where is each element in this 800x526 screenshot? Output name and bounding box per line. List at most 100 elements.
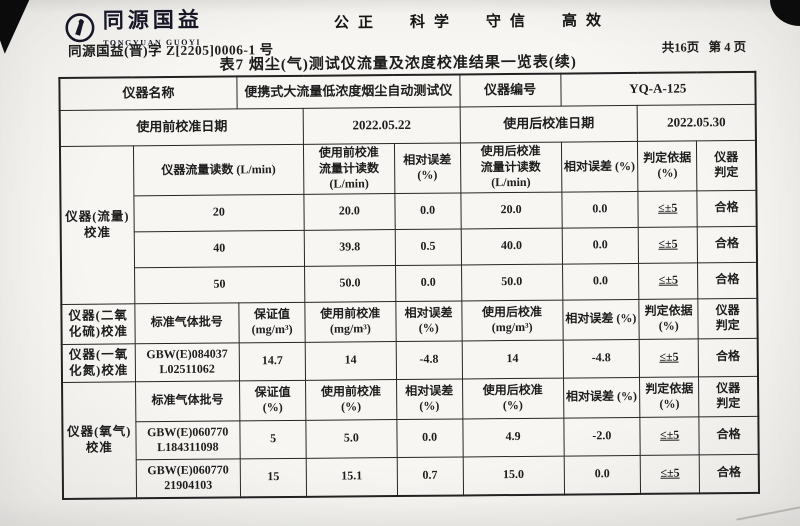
column-header: 相对误差 (%) — [563, 377, 640, 418]
column-header: 标准气体批号 — [134, 302, 240, 344]
data-cell: 50 — [134, 266, 305, 304]
data-cell: 0.7 — [396, 456, 464, 496]
column-header: 使用前校准 流量计读数 (L/min) — [303, 143, 395, 195]
section-flow-label: 仪器(流量) 校准 — [59, 145, 135, 305]
table-row: 50 50.0 0.0 50.0 0.0 ≤±5 合格 — [61, 262, 758, 304]
data-cell: 0.0 — [561, 227, 639, 264]
data-cell: 50.0 — [304, 265, 396, 303]
column-header: 相对误差 (%) — [395, 300, 462, 342]
data-cell: 4.9 — [462, 417, 564, 457]
instrument-no-label: 仪器编号 — [459, 73, 561, 107]
column-header: 判定依据 (%) — [637, 140, 698, 192]
column-header: 使用后校准 (%) — [462, 377, 564, 419]
slogan-word: 守信 — [485, 13, 535, 31]
result-cell: 合格 — [699, 454, 760, 494]
post-date-value: 2022.05.30 — [637, 104, 756, 142]
table-row: 仪器(氧气) 校准 标准气体批号 保证值 (%) 使用前校准 (%) 相对误差 … — [62, 376, 759, 499]
column-header: 使用后校准 流量计读数 (L/min) — [460, 142, 562, 193]
column-header: 保证值 (%) — [239, 380, 306, 421]
data-cell: 39.8 — [304, 229, 396, 267]
data-cell: 0.0 — [396, 418, 463, 458]
logo: 同源国益 TONGYUAN GUOYI — [64, 7, 203, 51]
criteria-cell: ≤±5 — [638, 262, 699, 300]
data-cell: 0.0 — [562, 263, 639, 300]
section-no-label: 仪器(一氧 化氮)校准 — [61, 343, 136, 383]
criteria-cell: ≤±5 — [638, 226, 698, 264]
data-cell: 40 — [133, 230, 305, 268]
section-o2-label: 仪器(氧气) 校准 — [62, 381, 137, 499]
post-date-label: 使用后校准日期 — [459, 105, 638, 143]
data-cell: 20 — [133, 194, 305, 232]
data-cell: 0.0 — [394, 192, 461, 230]
slogan-word: 高效 — [561, 13, 611, 30]
brand-name: 同源国益 — [102, 7, 203, 33]
table-row: 仪器(流量) 校准 仪器流量读数 (L/min) 使用前校准 流量计读数 (L/… — [59, 140, 757, 305]
data-cell: 15.0 — [462, 455, 565, 496]
pre-date-value: 2022.05.22 — [303, 106, 461, 145]
data-cell: 0.0 — [563, 455, 641, 495]
data-cell: 5 — [239, 420, 307, 459]
column-header: 使用前校准 (mg/m³) — [304, 301, 396, 343]
column-header: 相对误差 (%) — [561, 141, 638, 192]
data-cell: 0.5 — [394, 228, 462, 266]
criteria-cell: ≤±5 — [639, 338, 699, 378]
result-cell: 合格 — [697, 226, 758, 263]
batch-cell: GBW(E)060770 21904103 — [135, 458, 241, 499]
column-header: 仪器 判定 — [696, 140, 757, 191]
data-cell: 20.0 — [303, 193, 395, 231]
column-header: 相对误差 (%) — [394, 142, 461, 194]
data-cell: -2.0 — [563, 417, 641, 456]
table-row: 20 20.0 0.0 20.0 0.0 ≤±5 合格 — [60, 190, 757, 232]
table-row: 仪器(二氧 化硫)校准 标准气体批号 保证值 (mg/m³) 使用前校准 (mg… — [61, 298, 758, 345]
data-cell: 14.7 — [239, 342, 306, 381]
column-header: 判定依据 (%) — [639, 376, 700, 418]
batch-cell: GBW(E)060770 L184311098 — [135, 420, 241, 460]
column-header: 相对误差 (%) — [562, 299, 640, 340]
column-header: 仪器 判定 — [698, 376, 759, 417]
data-cell: 14 — [461, 339, 564, 379]
instrument-name-value: 便携式大流量低浓度烟尘自动测试仪 — [236, 74, 460, 109]
data-cell: 0.0 — [395, 264, 462, 302]
criteria-cell: ≤±5 — [639, 416, 700, 456]
data-cell: -4.8 — [562, 339, 640, 378]
data-cell: 40.0 — [460, 227, 563, 265]
criteria-cell: ≤±5 — [640, 454, 700, 494]
result-cell: 合格 — [698, 338, 759, 377]
table-row: GBW(E)060770 21904103 15 15.1 0.7 15.0 0… — [63, 454, 760, 499]
batch-cell: GBW(E)084037 L02511062 — [134, 342, 240, 382]
data-cell: 14 — [305, 341, 397, 381]
criteria-cell: ≤±5 — [637, 190, 698, 228]
column-header: 使用后校准 (mg/m³) — [461, 299, 563, 341]
table-row: 40 39.8 0.5 40.0 0.0 ≤±5 合格 — [61, 226, 758, 268]
data-cell: 20.0 — [460, 191, 562, 229]
table-row: 使用前校准日期 2022.05.22 使用后校准日期 2022.05.30 — [59, 104, 756, 147]
data-cell: 15 — [240, 458, 307, 498]
instrument-name-label: 仪器名称 — [59, 76, 238, 111]
result-cell: 合格 — [697, 190, 757, 227]
data-cell: 5.0 — [305, 419, 397, 459]
section-so2-label: 仪器(二氧 化硫)校准 — [61, 303, 135, 345]
column-header: 保证值 (mg/m³) — [238, 302, 306, 343]
table-row: 仪器(一氧 化氮)校准 GBW(E)084037 L02511062 14.7 … — [61, 338, 759, 383]
data-cell: -4.8 — [395, 340, 463, 380]
column-header: 使用前校准 (%) — [305, 379, 397, 421]
slogan: 公正 科学 守信 高效 — [334, 9, 610, 32]
column-header: 仪器 判定 — [698, 298, 758, 339]
column-header: 仪器流量读数 (L/min) — [133, 144, 304, 196]
logo-icon — [64, 10, 96, 44]
pre-date-label: 使用前校准日期 — [59, 108, 304, 147]
data-cell: 0.0 — [561, 191, 639, 228]
calibration-table: 仪器名称 便携式大流量低浓度烟尘自动测试仪 仪器编号 YQ-A-125 使用前校… — [58, 70, 761, 500]
data-cell: 15.1 — [306, 457, 398, 497]
column-header: 标准气体批号 — [135, 380, 240, 422]
slogan-word: 公正 — [333, 15, 382, 32]
data-cell: 50.0 — [461, 263, 563, 301]
result-cell: 合格 — [697, 262, 758, 299]
slogan-word: 科学 — [409, 14, 459, 31]
column-header: 判定依据 (%) — [638, 298, 699, 340]
table-row: GBW(E)060770 L184311098 5 5.0 0.0 4.9 -2… — [62, 416, 759, 460]
instrument-no-value: YQ-A-125 — [560, 71, 756, 107]
